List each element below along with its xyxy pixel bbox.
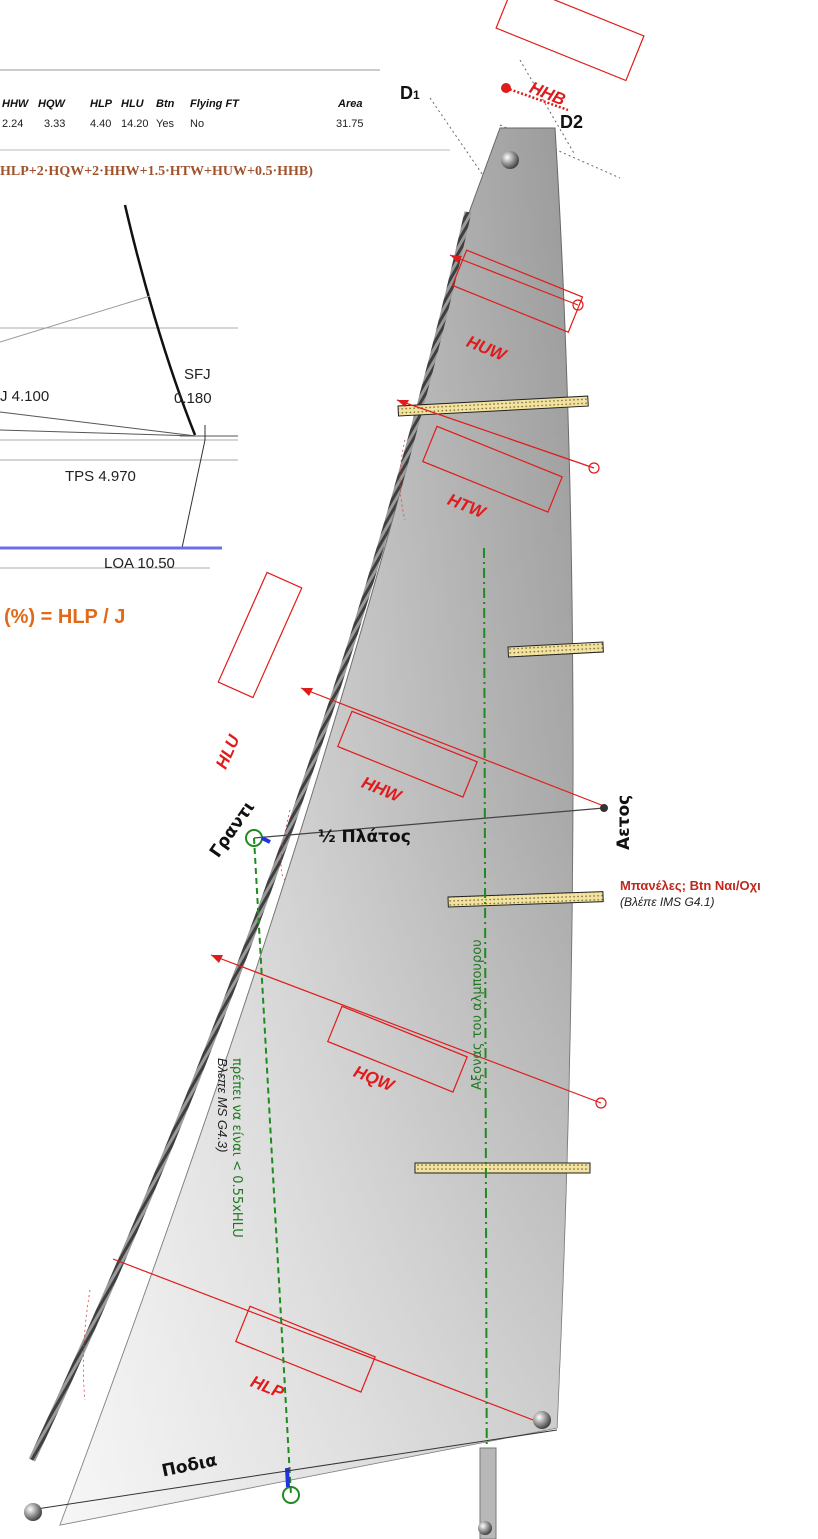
lp-ratio-formula: (%) = HLP / J — [4, 606, 126, 628]
d1-label: D1 — [400, 83, 420, 103]
val-hqw: 3.33 — [44, 118, 66, 130]
col-flying-ft-header: Flying FT — [190, 98, 239, 110]
width-constraint-note: πρέπει να είναι < 0.55xHLU — [229, 1058, 244, 1238]
rig-dimension-drawing — [0, 204, 238, 569]
col-btn-header: Btn — [156, 98, 175, 110]
j-dimension: J 4.100 — [0, 388, 50, 405]
battens-note: Μπανέλες; Btn Ναι/Οχι — [620, 878, 761, 893]
val-area: 31.75 — [336, 118, 364, 130]
col-hqw-header: HQW — [38, 98, 65, 110]
leech-label: Αετος — [614, 794, 634, 850]
hhb-point — [501, 83, 511, 93]
col-hlp-header: HLP — [90, 98, 112, 110]
spec-table-frame — [0, 69, 450, 151]
val-flying-ft: No — [190, 118, 205, 130]
half-width-label: ½ Πλάτος — [318, 827, 411, 847]
col-hlu-header: HLU — [121, 98, 144, 110]
area-formula: HLP+2·HQW+2·HHW+1.5·HTW+HUW+0.5·HHB) — [0, 164, 313, 179]
width-constraint-reference: Βλεπε MS G4.3) — [215, 1058, 230, 1153]
tack-ring — [24, 1503, 42, 1521]
val-hhw: 2.24 — [2, 118, 24, 130]
head-ring — [501, 151, 519, 169]
col-area-header: Area — [338, 98, 363, 110]
mast-axis-label: Αξονας του αλμπουρου — [470, 939, 485, 1090]
hhb-line — [505, 86, 569, 112]
measurement-lines — [112, 254, 607, 1424]
luff-rope — [28, 211, 472, 1462]
half-width-line — [253, 807, 605, 839]
col-hhw-header: HHW — [2, 98, 29, 110]
val-btn: Yes — [156, 118, 174, 130]
tps-dimension: TPS 4.970 — [65, 468, 136, 485]
val-hlu: 14.20 — [121, 118, 149, 130]
loa-dimension: LOA 10.50 — [104, 555, 175, 572]
val-hlp: 4.40 — [90, 118, 112, 130]
battens-reference: (Βλέπε IMS G4.1) — [620, 895, 715, 909]
battens — [397, 395, 604, 1174]
sfj-label: SFJ — [184, 366, 211, 383]
d2-label: D2 — [560, 112, 584, 132]
sfj-value: 0.180 — [174, 390, 212, 407]
measurement-boxes — [217, 0, 645, 1393]
mast-stub — [479, 1447, 497, 1539]
clew-ring — [533, 1411, 551, 1429]
